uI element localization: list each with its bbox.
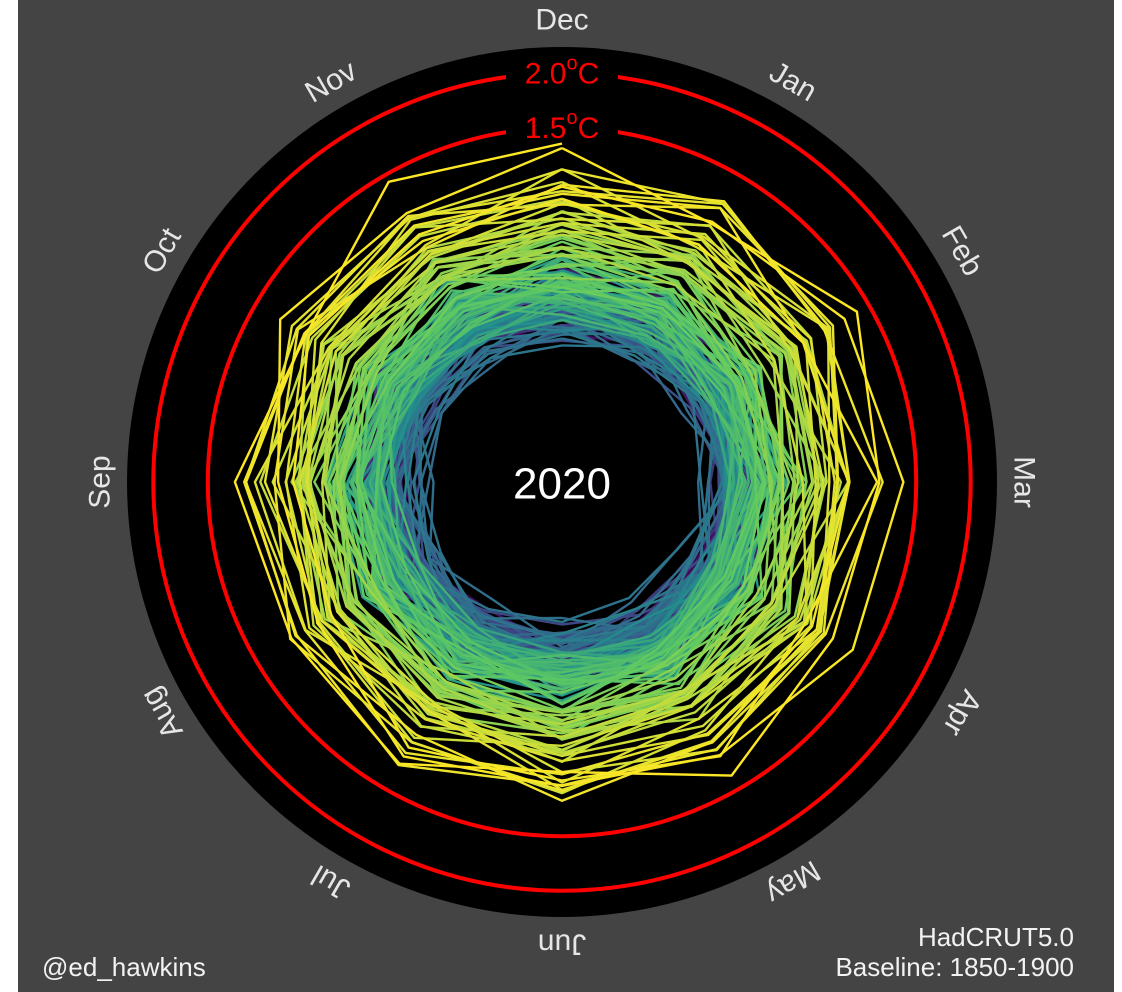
- spiral-line-year-2000: [309, 216, 843, 726]
- spiral-line-year-2015: [273, 183, 840, 793]
- spiral-line-year-1960: [375, 285, 764, 667]
- center-year-label: 2020: [513, 460, 611, 509]
- spiral-line-year-2007: [284, 221, 825, 747]
- dataset-name: HadCRUT5.0: [917, 922, 1074, 952]
- spiral-line-year-2020: [233, 142, 881, 777]
- reference-ring-label-0: 1.5oC: [525, 107, 600, 145]
- month-label-jun: Jun: [538, 928, 586, 961]
- month-label-dec: Dec: [535, 4, 588, 37]
- reference-rings-group: 1.5oC 2.0oC: [151, 52, 973, 893]
- month-label-jul: Jul: [306, 858, 356, 906]
- baseline-label: Baseline: 1850-1900: [835, 952, 1074, 982]
- spiral-line-year-2018: [292, 185, 879, 782]
- spiral-line-year-2008: [304, 217, 817, 758]
- reference-ring-label-bg-1: [506, 59, 618, 88]
- month-label-apr: Apr: [936, 685, 988, 742]
- spiral-line-year-1966: [355, 263, 769, 695]
- spiral-line-year-1971: [357, 272, 758, 678]
- spiral-series-group: [233, 142, 905, 802]
- spiral-line-year-2019: [276, 146, 905, 788]
- reference-ring-label-bg-0: [506, 113, 618, 142]
- source-credit: HadCRUT5.0 Baseline: 1850-1900: [835, 922, 1074, 982]
- reference-ring-label-1: 2.0oC: [525, 52, 600, 90]
- spiral-line-year-1970: [333, 282, 761, 674]
- month-label-sep: Sep: [84, 455, 117, 508]
- spiral-line-year-2009: [298, 202, 851, 795]
- spiral-line-year-1990: [304, 228, 785, 735]
- month-label-jan: Jan: [764, 56, 822, 109]
- month-label-mar: Mar: [1008, 456, 1041, 508]
- spiral-line-year-2014: [244, 168, 851, 776]
- author-handle: @ed_hawkins: [42, 952, 206, 982]
- spiral-line-year-1977: [341, 252, 804, 706]
- spiral-line-year-2011: [253, 168, 851, 784]
- spiral-line-year-1973: [370, 273, 782, 682]
- month-label-oct: Oct: [136, 222, 188, 279]
